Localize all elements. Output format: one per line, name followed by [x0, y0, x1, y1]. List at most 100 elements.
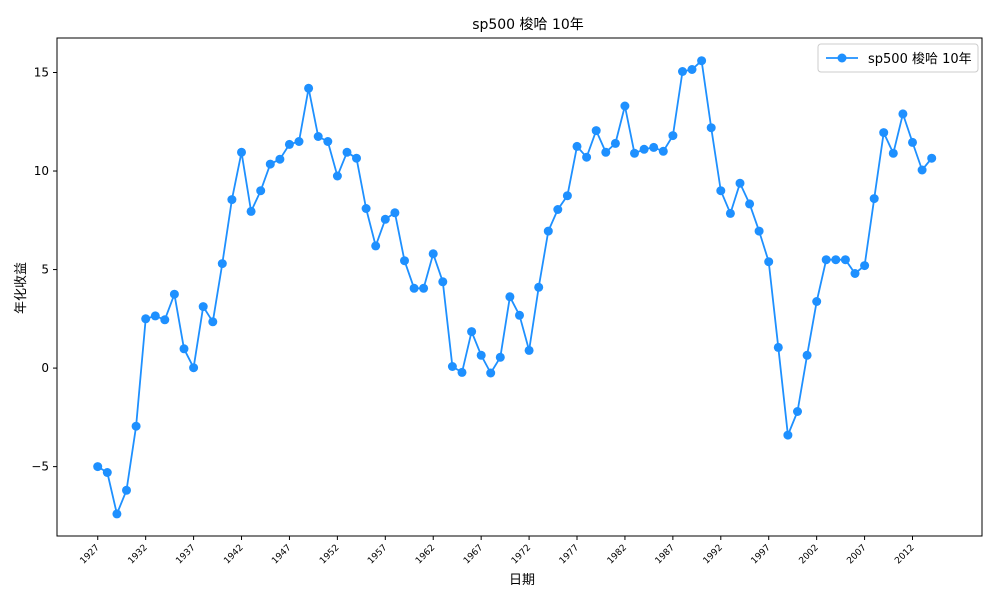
data-point	[294, 137, 304, 146]
legend: sp500 梭哈 10年	[817, 43, 979, 73]
x-tick-label: 1982	[606, 543, 629, 566]
data-point	[112, 509, 122, 519]
data-point	[169, 289, 179, 299]
axes: −5 0 5 10 15 1927 1932 1937 1942 1947 1952 1957 1962…	[31, 37, 983, 566]
data-point	[869, 194, 879, 204]
data-point	[486, 368, 496, 378]
data-point	[879, 128, 889, 138]
legend-frame	[817, 43, 979, 73]
data-point	[601, 147, 611, 157]
data-point	[745, 199, 755, 209]
data-point	[198, 302, 208, 312]
legend-label: sp500 梭哈 10年	[868, 51, 972, 67]
data-point	[227, 195, 237, 205]
data-point	[534, 282, 544, 292]
x-tick-label: 1932	[127, 543, 150, 566]
data-point	[764, 257, 774, 267]
x-tick-label: 1977	[558, 543, 581, 566]
data-point	[361, 204, 371, 213]
x-tick-label: 1937	[174, 543, 197, 566]
data-point	[908, 137, 917, 147]
data-point	[371, 241, 381, 251]
series-layer	[93, 56, 937, 519]
data-point	[524, 345, 534, 355]
y-tick-label: 10	[34, 164, 49, 178]
data-point	[716, 186, 726, 196]
data-point	[141, 314, 151, 324]
data-point	[447, 362, 457, 371]
data-point	[697, 56, 707, 66]
y-tick-label: 15	[34, 65, 49, 79]
x-tick-label: 2012	[893, 543, 916, 566]
data-point	[246, 206, 256, 216]
data-point	[610, 138, 620, 148]
x-axis-label: 日期	[509, 573, 535, 588]
x-tick-label: 1947	[270, 543, 293, 566]
data-point	[850, 269, 860, 278]
x-tick-label: 2002	[798, 543, 821, 566]
x-tick-label: 1962	[414, 543, 437, 566]
data-point	[409, 283, 419, 293]
data-point	[927, 153, 937, 163]
y-tick-label: 0	[41, 361, 49, 375]
data-point	[572, 141, 582, 151]
data-point	[678, 67, 687, 76]
data-point	[189, 363, 199, 373]
data-point	[802, 350, 812, 360]
data-point	[553, 205, 563, 214]
data-point	[93, 462, 103, 472]
data-point	[237, 147, 246, 157]
series-line	[97, 59, 933, 515]
data-point	[457, 367, 467, 377]
data-point	[313, 132, 323, 141]
data-point	[265, 159, 275, 169]
x-tick-label: 2007	[845, 543, 868, 566]
data-point	[208, 317, 218, 327]
data-point	[390, 208, 400, 218]
data-point	[122, 485, 131, 495]
data-point	[160, 315, 170, 325]
data-point	[304, 83, 314, 93]
data-point	[467, 327, 477, 337]
y-tick-label: −5	[31, 460, 49, 474]
data-point	[102, 468, 112, 477]
data-point	[687, 65, 697, 74]
data-point	[438, 277, 448, 287]
data-point	[284, 139, 294, 149]
data-point	[332, 171, 342, 181]
x-tick-label: 1927	[79, 543, 102, 566]
x-tick-label: 1967	[462, 543, 485, 566]
data-point	[658, 146, 668, 156]
data-point	[706, 123, 716, 133]
x-tick-label: 1952	[318, 543, 341, 566]
data-point	[131, 421, 141, 431]
data-point	[630, 148, 639, 158]
y-tick-label: 5	[41, 263, 49, 277]
x-tick-label: 1997	[750, 543, 773, 566]
x-tick-label: 1972	[510, 543, 533, 566]
data-point	[831, 255, 841, 265]
data-point	[620, 101, 630, 111]
data-point	[419, 283, 429, 293]
data-point	[400, 256, 409, 266]
data-point	[543, 226, 553, 236]
data-point	[476, 350, 486, 360]
data-point	[256, 186, 266, 196]
data-point	[639, 144, 649, 154]
data-point	[917, 165, 927, 175]
data-point	[217, 259, 227, 269]
data-point	[821, 255, 831, 265]
data-point	[812, 297, 822, 306]
data-point	[591, 126, 601, 136]
data-point	[649, 142, 659, 152]
data-point	[793, 407, 802, 416]
data-point	[150, 311, 160, 321]
data-point	[668, 131, 678, 141]
data-point	[352, 153, 361, 163]
data-point	[428, 249, 438, 259]
x-tick-label: 1992	[702, 543, 725, 566]
data-point	[505, 292, 515, 302]
data-point	[725, 208, 735, 218]
